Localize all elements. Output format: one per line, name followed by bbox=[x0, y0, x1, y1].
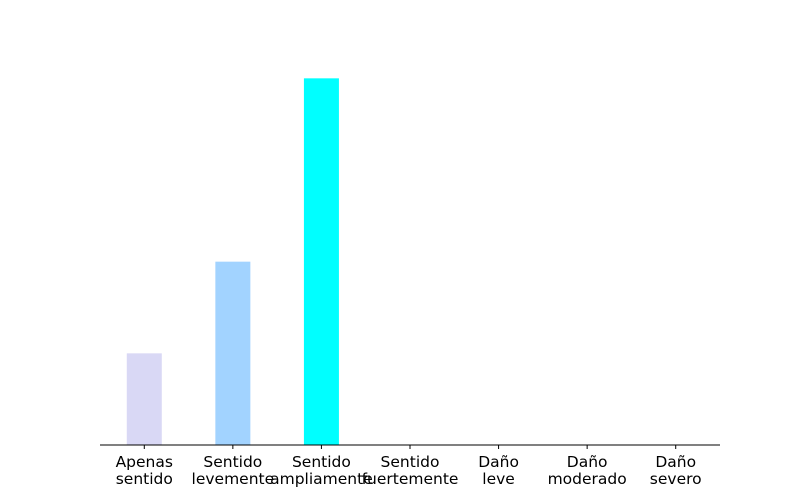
x-tick-label-line: moderado bbox=[548, 470, 627, 488]
x-tick-label-0: Apenas sentido bbox=[116, 453, 173, 488]
bar-0 bbox=[126, 353, 162, 445]
bar-1 bbox=[215, 261, 251, 445]
x-tick-label-line: Daño bbox=[567, 453, 608, 471]
x-tick-label-6: Daño severo bbox=[650, 453, 702, 488]
x-tick-label-line: Daño bbox=[478, 453, 519, 471]
x-tick-label-line: Sentido bbox=[292, 453, 351, 471]
x-tick-label-line: Sentido bbox=[203, 453, 262, 471]
x-tick-label-4: Daño leve bbox=[478, 453, 519, 488]
x-tick-label-line: Apenas bbox=[116, 453, 173, 471]
x-tick-label-line: levemente bbox=[192, 470, 275, 488]
x-tick-label-line: Sentido bbox=[381, 453, 440, 471]
x-tick-label-5: Daño moderado bbox=[548, 453, 627, 488]
x-tick-label-line: severo bbox=[650, 470, 702, 488]
bars-group bbox=[126, 78, 339, 445]
x-tick-label-3: Sentido fuertemente bbox=[362, 453, 459, 488]
x-ticks-group bbox=[143, 445, 677, 449]
x-tick-label-line: Daño bbox=[655, 453, 696, 471]
x-tick-label-2: Sentido ampliamente bbox=[270, 453, 373, 488]
x-tick-label-line: fuertemente bbox=[362, 470, 459, 488]
x-tick-label-1: Sentido levemente bbox=[192, 453, 275, 488]
x-tick-label-line: sentido bbox=[116, 470, 173, 488]
x-tick-label-line: ampliamente bbox=[270, 470, 373, 488]
x-tick-label-line: leve bbox=[482, 470, 515, 488]
bar-2 bbox=[303, 78, 339, 445]
